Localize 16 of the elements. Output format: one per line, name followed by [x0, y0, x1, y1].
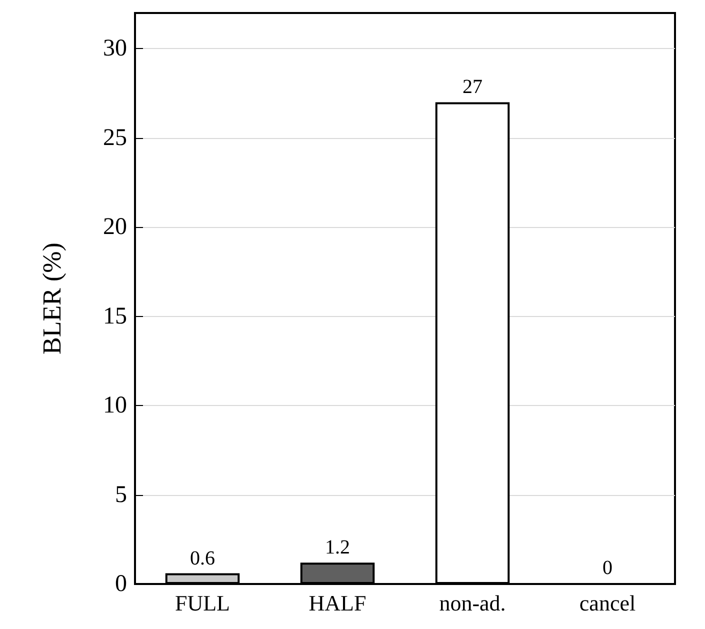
x-tick-label: FULL — [175, 590, 230, 616]
y-tick-label: 10 — [103, 392, 127, 419]
y-tick-label: 5 — [115, 482, 127, 508]
data-label: 0 — [602, 557, 612, 579]
y-tick-label: 30 — [103, 36, 127, 62]
data-label: 27 — [462, 76, 482, 98]
y-tick-label: 20 — [103, 214, 127, 240]
x-tick-label: cancel — [579, 590, 636, 616]
data-label: 0.6 — [190, 547, 215, 570]
y-tick-label: 0 — [115, 571, 127, 597]
x-tick-label: non-ad. — [439, 590, 506, 616]
y-axis-title: BLER (%) — [38, 242, 66, 354]
y-tick-label: 15 — [103, 303, 127, 330]
y-tick-label: 25 — [103, 124, 127, 151]
x-tick-label: HALF — [308, 590, 366, 616]
data-label: 1.2 — [325, 536, 350, 559]
